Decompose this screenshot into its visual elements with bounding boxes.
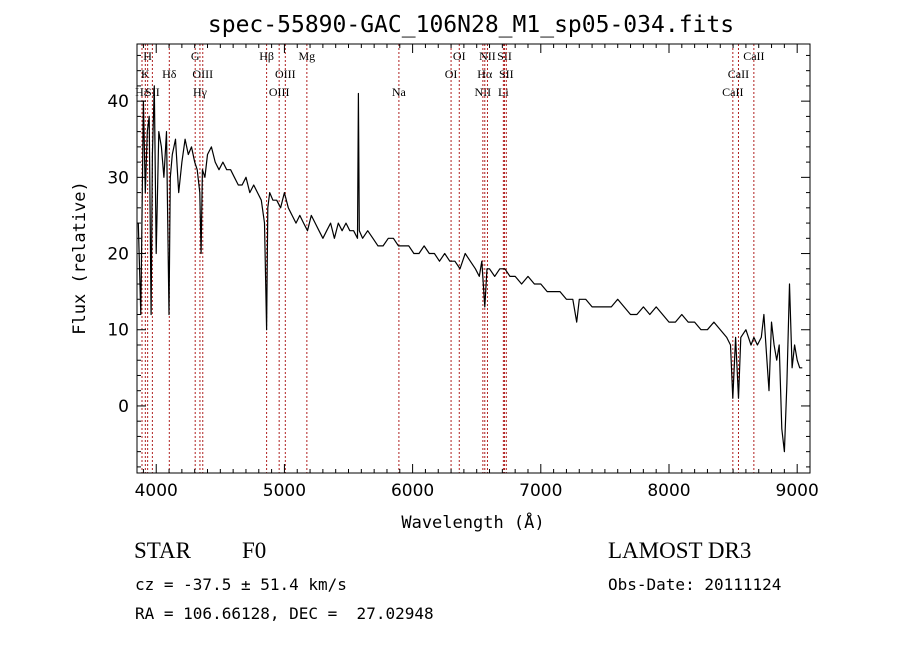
line-label: Li [498, 85, 509, 99]
flux-series-line [137, 85, 803, 453]
y-axis-ticks: 0 10 20 30 40 [107, 54, 810, 468]
line-label: OIII [275, 67, 296, 81]
line-label: SII [145, 85, 160, 99]
y-tick-label: 0 [118, 397, 129, 417]
line-label: G [191, 49, 200, 63]
line-label: Na [392, 85, 407, 99]
x-tick-label: 7000 [519, 481, 562, 501]
line-label: OIII [269, 85, 290, 99]
line-label: SII [499, 67, 514, 81]
y-tick-label: 10 [107, 321, 129, 341]
line-label: Mg [299, 49, 316, 63]
plot-frame [136, 43, 811, 474]
x-tick-label: 5000 [263, 481, 306, 501]
line-label: Hβ [259, 49, 274, 63]
redshift-velocity: cz = -37.5 ± 51.4 km/s [135, 575, 347, 594]
y-axis-label: Flux (relative) [70, 181, 90, 335]
y-tick-label: 40 [107, 92, 129, 112]
line-label: CaII [743, 49, 764, 63]
line-label: OIII [192, 67, 213, 81]
observation-date: Obs-Date: 20111124 [608, 575, 782, 594]
x-axis-ticks: 4000 5000 6000 7000 8000 9000 [135, 44, 819, 501]
line-label: H [143, 49, 152, 63]
survey-release: LAMOST DR3 [608, 538, 752, 563]
line-label: OI [453, 49, 466, 63]
line-label: Hα [477, 67, 493, 81]
object-subclass: F0 [242, 538, 267, 563]
spectral-line-markers: HεKHSIIHδGHγOIIIHβOIIIOIIIMgNaOIOINIIHαN… [135, 44, 765, 473]
flux-trace-group [137, 85, 803, 453]
x-tick-label: 9000 [776, 481, 819, 501]
line-label: NII [479, 49, 496, 63]
line-label: SII [497, 49, 512, 63]
object-class: STAR [134, 538, 191, 563]
line-label: Hγ [193, 85, 208, 99]
y-tick-label: 30 [107, 168, 129, 188]
line-label: CaII [722, 85, 743, 99]
line-label: CaII [728, 67, 749, 81]
x-tick-label: 4000 [135, 481, 178, 501]
x-tick-label: 6000 [391, 481, 434, 501]
line-label: K [141, 67, 150, 81]
coordinates: RA = 106.66128, DEC = 27.02948 [135, 604, 434, 623]
line-label: NII [475, 85, 492, 99]
line-label: Hδ [162, 67, 177, 81]
y-tick-label: 20 [107, 245, 129, 265]
line-label: OI [445, 67, 458, 81]
chart-title: spec-55890-GAC_106N28_M1_sp05-034.fits [208, 12, 734, 38]
x-tick-label: 8000 [647, 481, 690, 501]
x-axis-label: Wavelength (Å) [401, 511, 544, 533]
